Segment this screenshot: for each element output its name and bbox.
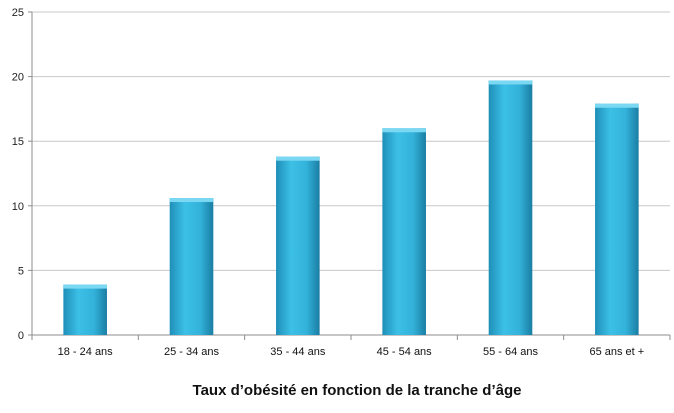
bar-top-highlight xyxy=(488,80,533,85)
bar xyxy=(595,103,639,336)
x-axis-labels: 18 - 24 ans 25 - 34 ans 35 - 44 ans 45 - 54… xyxy=(58,346,645,358)
y-tick-label: 15 xyxy=(12,136,24,148)
x-tick-label: 18 - 24 ans xyxy=(58,346,114,358)
x-tick-label: 65 ans et + xyxy=(589,346,644,358)
y-tick-label: 10 xyxy=(12,201,24,213)
bar xyxy=(169,198,214,335)
x-tick-label: 25 - 34 ans xyxy=(164,346,220,358)
y-tick-label: 0 xyxy=(18,330,24,342)
x-tick-label: 55 - 64 ans xyxy=(483,346,539,358)
chart-title: Taux d’obésité en fonction de la tranche… xyxy=(193,382,522,399)
y-tick-label: 20 xyxy=(12,72,24,84)
bar xyxy=(382,128,426,335)
gridlines xyxy=(32,11,670,271)
y-axis-ticks: 0 5 10 15 20 25 xyxy=(12,7,32,342)
bar-top-highlight xyxy=(169,198,214,203)
bars xyxy=(63,80,639,336)
bar-top-highlight xyxy=(63,284,107,289)
x-tick-label: 45 - 54 ans xyxy=(377,346,433,358)
bar-top-highlight xyxy=(276,156,320,161)
bar-top-highlight xyxy=(382,128,426,133)
bar xyxy=(276,156,320,335)
bar xyxy=(488,80,533,335)
x-tick-label: 35 - 44 ans xyxy=(270,346,326,358)
y-tick-label: 25 xyxy=(12,7,24,19)
y-tick-label: 5 xyxy=(18,265,24,277)
bar xyxy=(63,284,107,335)
bar-top-highlight xyxy=(595,103,639,108)
axes xyxy=(31,12,671,340)
